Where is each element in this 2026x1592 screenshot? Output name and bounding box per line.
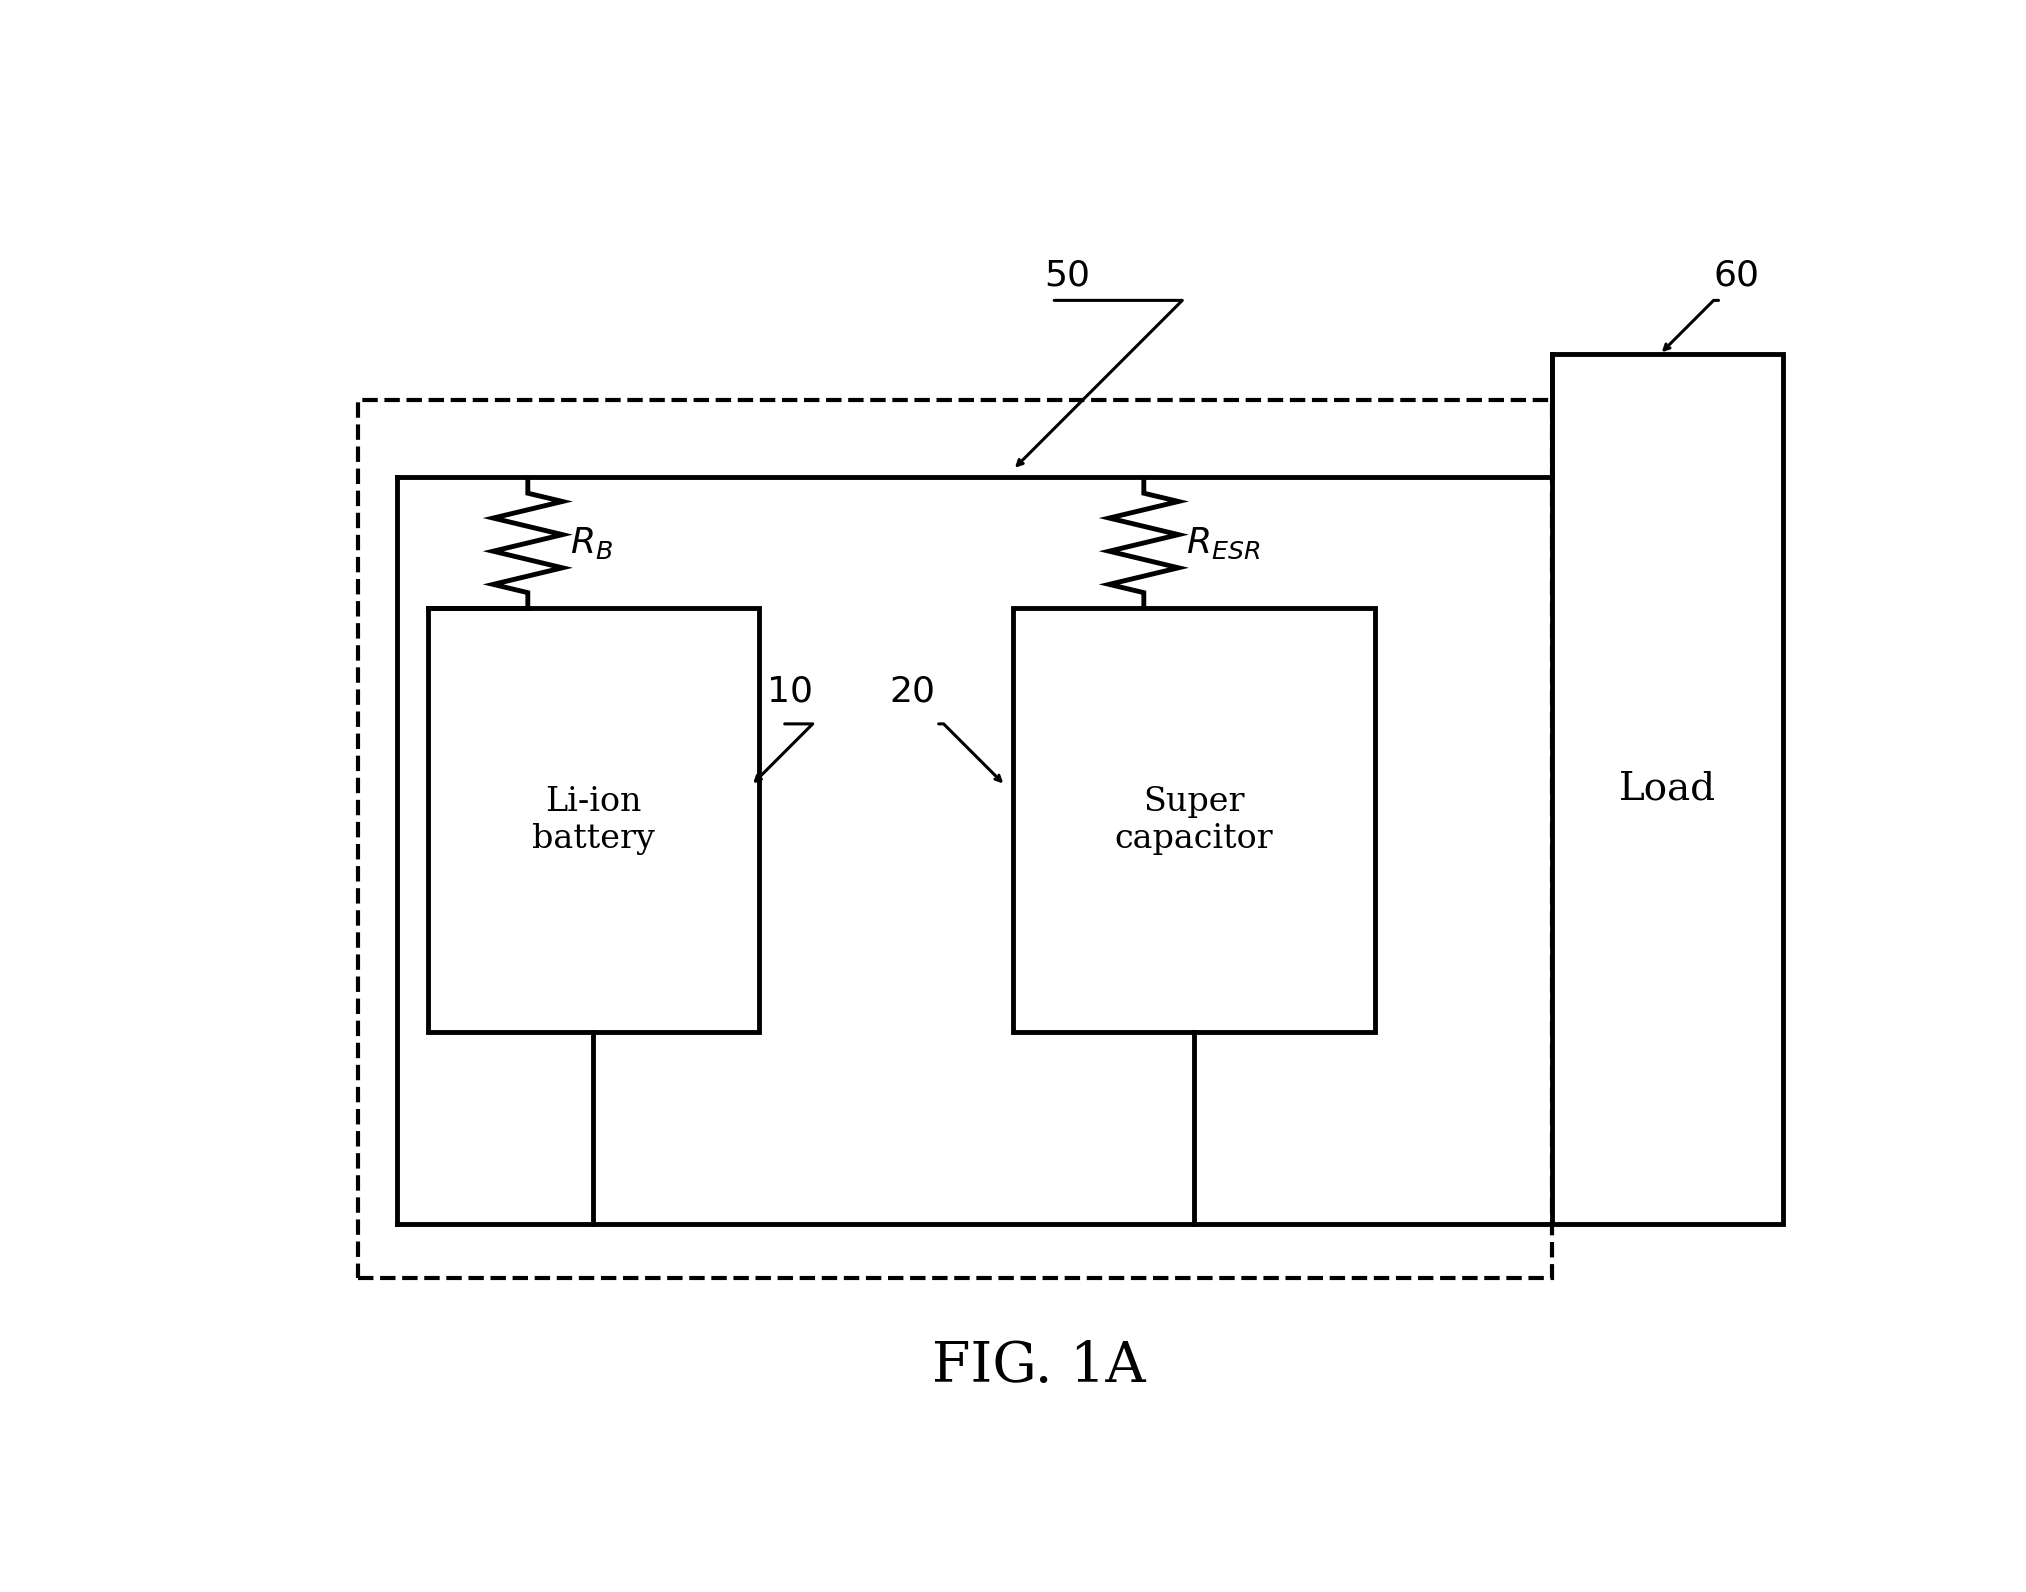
Text: FIG. 1A: FIG. 1A [932,1339,1145,1393]
Text: $\mathit{R}_\mathit{B}$: $\mathit{R}_\mathit{B}$ [569,525,614,560]
Text: $\mathit{R}_{\mathit{ESR}}$: $\mathit{R}_{\mathit{ESR}}$ [1185,525,1260,560]
Text: Load: Load [1619,771,1716,807]
Text: Li-ion
battery: Li-ion battery [533,785,654,855]
Text: 20: 20 [889,675,936,708]
Text: 60: 60 [1714,258,1761,293]
Text: 50: 50 [1043,258,1090,293]
Text: Super
capacitor: Super capacitor [1114,785,1272,855]
Text: 10: 10 [766,675,812,708]
